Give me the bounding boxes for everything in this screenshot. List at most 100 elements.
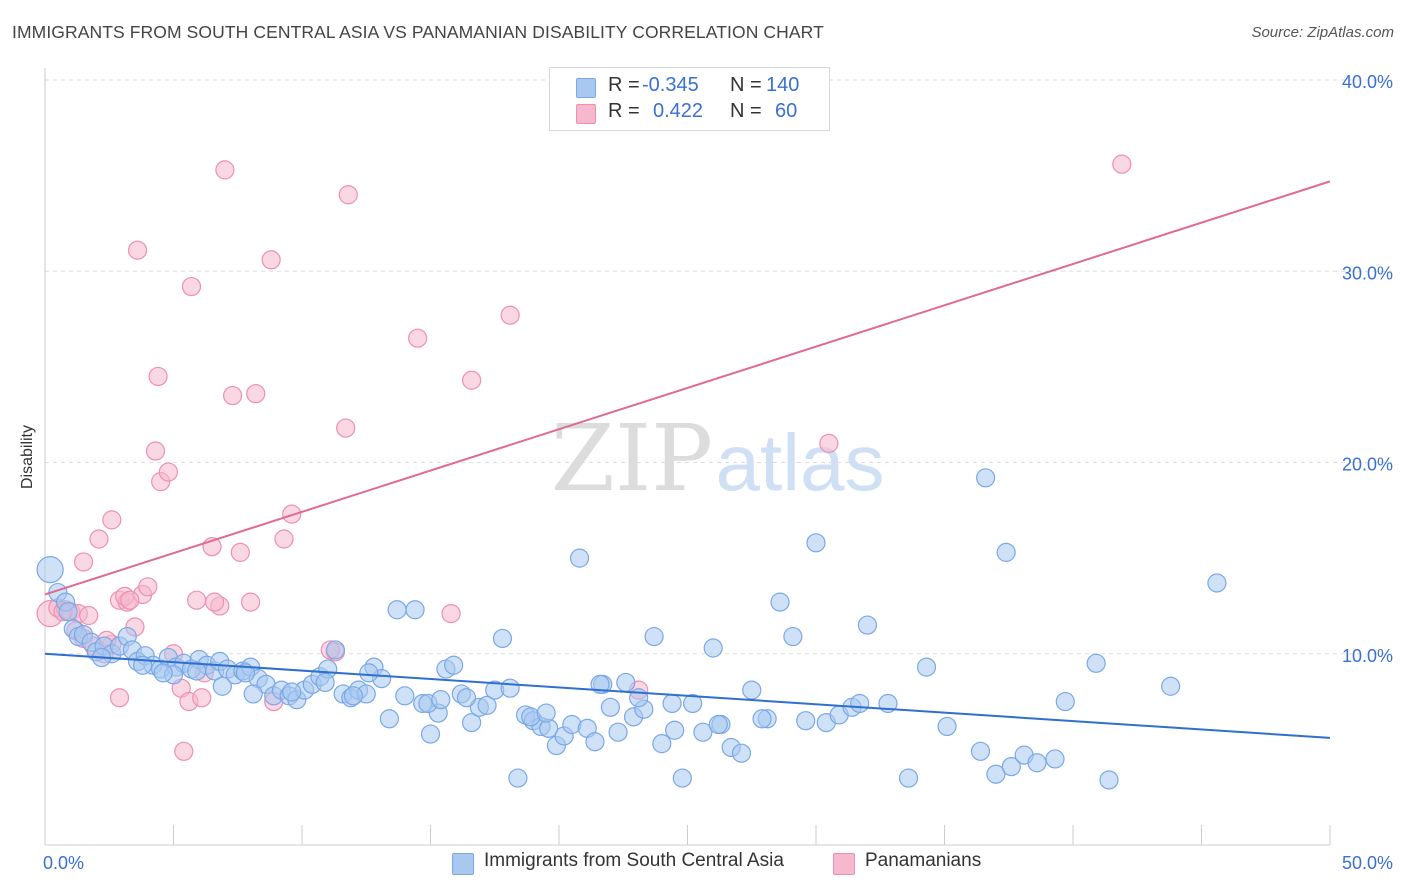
panamanian-point (338, 185, 358, 205)
south-central-asia-point (153, 663, 173, 683)
trend-line-panamanians (44, 180, 1331, 596)
south-central-asia-point (1027, 753, 1047, 773)
south-central-asia-point (616, 672, 636, 693)
south-central-asia-point (1207, 573, 1227, 593)
panamanian-point (120, 590, 140, 610)
panamanian-point (181, 276, 202, 297)
y-tick-label: 20.0% (1342, 455, 1393, 475)
panamanian-point (89, 529, 109, 549)
panamanian-point (441, 603, 461, 624)
south-central-asia-point (235, 663, 256, 683)
south-central-asia-point (857, 615, 878, 635)
y-tick-label: 10.0% (1342, 646, 1393, 666)
y-axis-label: Disability (19, 424, 36, 490)
panamanian-point (79, 605, 99, 626)
south-central-asia-point (970, 741, 991, 761)
south-central-asia-point (1055, 691, 1075, 712)
south-central-asia-point (600, 697, 621, 717)
south-central-asia-point (420, 724, 441, 744)
legend-n-value: 140 (766, 74, 800, 96)
south-central-asia-points (36, 468, 1227, 790)
panamanian-point (500, 305, 520, 325)
south-central-asia-point (58, 602, 78, 622)
south-central-asia-point (731, 743, 752, 763)
panamanian-point (145, 441, 166, 461)
south-central-asia-point (444, 655, 464, 675)
panamanian-point (205, 592, 225, 612)
watermark-atlas: atlas (716, 418, 885, 507)
south-central-asia-point (212, 676, 232, 696)
legend-r-label: R = (608, 74, 640, 96)
south-central-asia-point (243, 684, 263, 704)
south-central-asia-point (379, 709, 399, 729)
south-central-asia-point (783, 626, 803, 647)
watermark-zip: ZIP (551, 405, 713, 512)
south-central-asia-point (1086, 653, 1106, 673)
south-central-asia-point (770, 592, 790, 612)
panamanian-point (246, 384, 266, 404)
bottom-legend-label-pink: Panamanians (865, 850, 982, 871)
y-tick-label: 30.0% (1342, 263, 1393, 283)
bottom-legend-swatch-pink (833, 853, 855, 875)
south-central-asia-point (492, 628, 513, 649)
south-central-asia-point (806, 533, 826, 553)
south-central-asia-point (585, 732, 605, 752)
panamanian-point (102, 510, 122, 530)
legend-n-label: N = (730, 100, 762, 122)
south-central-asia-point (742, 680, 762, 700)
south-central-asia-point (569, 548, 590, 568)
south-central-asia-point (477, 695, 497, 715)
south-central-asia-point (405, 600, 425, 620)
south-central-asia-point (36, 555, 64, 584)
south-central-asia-point (1161, 676, 1181, 696)
south-central-asia-point (282, 682, 302, 702)
south-central-asia-point (343, 686, 363, 706)
panamanian-point (274, 529, 294, 549)
south-central-asia-point (996, 542, 1016, 562)
south-central-asia-point (708, 714, 728, 735)
trend-line-south-central-asia (44, 652, 1331, 739)
south-central-asia-point (536, 703, 556, 723)
legend-r-label: R = (608, 100, 640, 122)
south-central-asia-point (500, 678, 520, 698)
south-central-asia-point (898, 768, 919, 788)
south-central-asia-point (462, 712, 482, 733)
panamanian-point (127, 240, 148, 260)
south-central-asia-point (508, 768, 528, 788)
south-central-asia-point (937, 716, 957, 737)
legend-swatch-blue (576, 78, 596, 98)
panamanian-point (215, 160, 235, 180)
panamanian-point (73, 552, 94, 572)
legend-n-value: 60 (775, 100, 798, 122)
chart-title: IMMIGRANTS FROM SOUTH CENTRAL ASIA VS PA… (12, 22, 824, 42)
y-tick-label: 40.0% (1342, 72, 1393, 92)
panamanian-point (187, 590, 207, 610)
panamanian-point (138, 577, 158, 597)
south-central-asia-point (325, 640, 346, 660)
trend-lines (44, 180, 1331, 739)
panamanian-point (174, 741, 194, 761)
legend-r-value: -0.345 (642, 74, 699, 96)
south-central-asia-point (976, 468, 996, 488)
panamanian-point (1112, 154, 1132, 174)
south-central-asia-point (693, 722, 713, 742)
panamanian-point (462, 370, 482, 390)
south-central-asia-point (431, 690, 451, 710)
south-central-asia-point (1001, 756, 1021, 777)
panamanian-point (109, 688, 130, 708)
south-central-asia-point (1045, 749, 1065, 769)
panamanian-point (223, 385, 243, 406)
south-central-asia-point (395, 686, 415, 706)
south-central-asia-point (703, 638, 723, 658)
south-central-asia-point (1099, 770, 1119, 790)
panamanian-point (148, 366, 168, 387)
south-central-asia-point (665, 720, 685, 740)
south-central-asia-point (644, 626, 664, 647)
panamanian-point (241, 592, 261, 612)
tick-labels: 10.0% 20.0% 30.0% 40.0% 0.0% 50.0% (43, 72, 1393, 873)
panamanian-point (230, 542, 250, 562)
south-central-asia-point (187, 661, 207, 681)
legend-r-value: 0.422 (653, 100, 704, 122)
panamanian-point (192, 688, 212, 708)
